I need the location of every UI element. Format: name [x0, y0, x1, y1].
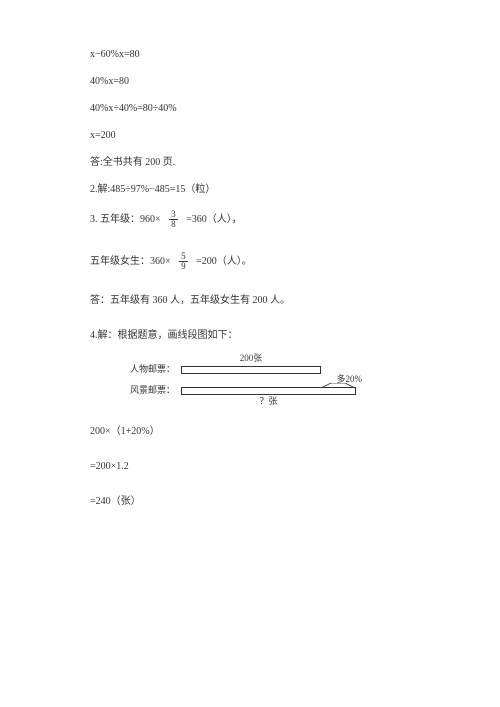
- fraction-denominator: 9: [179, 262, 188, 271]
- problem-line: 2.解:485÷97%−485=15（粒）: [90, 183, 430, 196]
- equation-line: 40%x=80: [90, 75, 430, 88]
- answer-line: 答：五年级有 360 人，五年级女生有 200 人。: [90, 294, 430, 307]
- diagram-row: 人物邮票： 200张: [120, 364, 430, 376]
- problem-line: 3. 五年级：960× 3 8 =360（人），: [90, 210, 430, 230]
- wedge-icon: [321, 383, 355, 389]
- row-label: 风景邮票：: [120, 385, 175, 397]
- calc-line: =240（张）: [90, 495, 430, 508]
- calc-line: =200×1.2: [90, 460, 430, 473]
- text: 3. 五年级：960×: [90, 214, 161, 225]
- problem-line: 4.解：根据题意，画线段图如下：: [90, 329, 430, 342]
- equation-line: x=200: [90, 129, 430, 142]
- fraction-denominator: 8: [169, 220, 178, 229]
- fraction: 5 9: [179, 252, 188, 272]
- bar-wrap: 200张: [181, 366, 321, 374]
- calc-line: 200×（1+20%）: [90, 425, 430, 438]
- problem-line: 五年级女生：360× 5 9 =200（人）。: [90, 252, 430, 272]
- bar-wrap: 多20% ？张: [181, 387, 356, 395]
- equation-line: x−60%x=80: [90, 48, 430, 61]
- row-label: 人物邮票：: [120, 364, 175, 376]
- text: =360（人），: [186, 214, 242, 225]
- document-page: x−60%x=80 40%x=80 40%x÷40%=80÷40% x=200 …: [0, 0, 500, 707]
- answer-line: 答:全书共有 200 页.: [90, 156, 430, 169]
- tape-diagram: 人物邮票： 200张 风景邮票： 多20% ？张: [120, 364, 430, 397]
- bar-top-label: 200张: [240, 353, 263, 365]
- bar: [181, 366, 321, 374]
- equation-line: 40%x÷40%=80÷40%: [90, 102, 430, 115]
- text: =200（人）。: [196, 256, 252, 267]
- text: 五年级女生：360×: [90, 256, 171, 267]
- fraction: 3 8: [169, 210, 178, 230]
- bar: [181, 387, 356, 395]
- spacer: [90, 415, 430, 425]
- diagram-row: 风景邮票： 多20% ？张: [120, 385, 430, 397]
- bar-bottom-label: ？张: [259, 396, 277, 408]
